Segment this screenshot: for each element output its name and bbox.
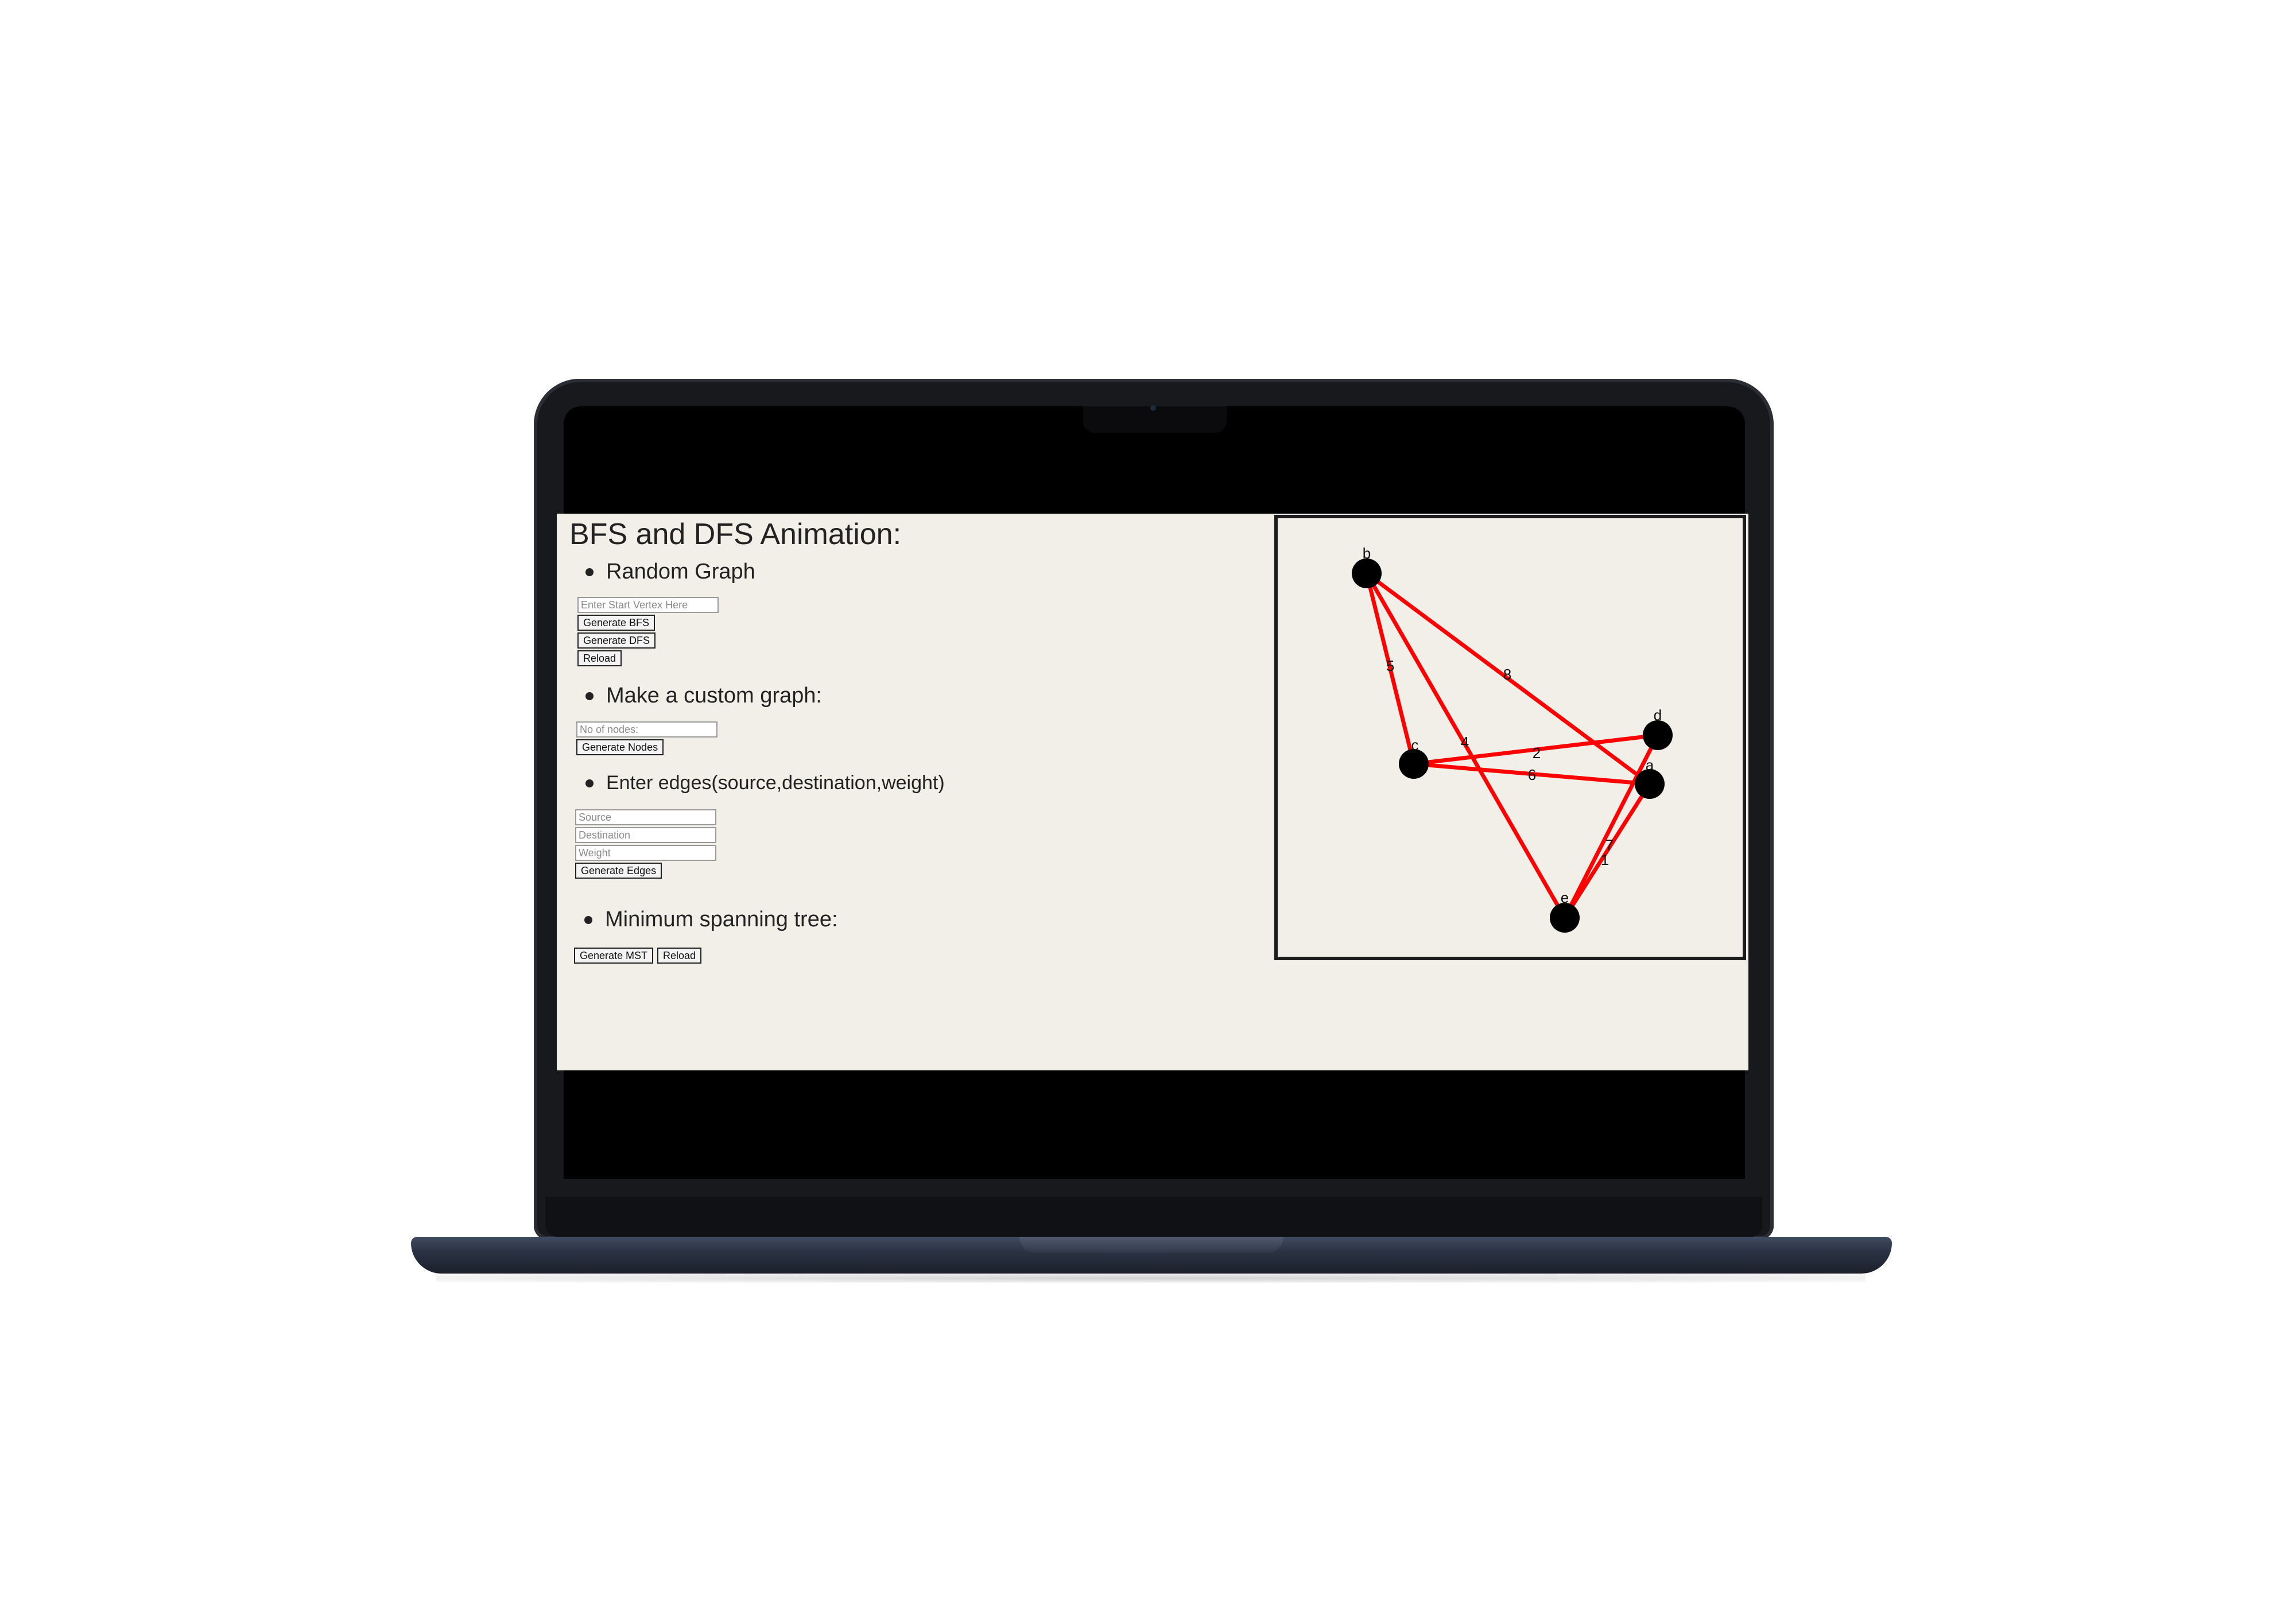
edge-destination-input[interactable] [575, 827, 716, 843]
graph-edge-d-e [1562, 733, 1660, 920]
bullet-icon [585, 692, 594, 700]
random-graph-heading-text: Random Graph [606, 560, 755, 584]
edges-heading-text: Enter edges(source,destination,weight) [606, 772, 945, 794]
edge-weight-label: 4 [1461, 733, 1469, 751]
edge-source-input[interactable] [575, 809, 716, 825]
laptop-hinge-notch [1019, 1237, 1283, 1253]
edge-weight-label: 8 [1503, 666, 1511, 683]
bullet-icon [585, 568, 594, 576]
generate-bfs-button[interactable]: Generate BFS [577, 615, 656, 631]
edge-weight-label: 7 [1605, 836, 1614, 853]
reload-random-button[interactable]: Reload [577, 650, 622, 666]
camera-icon [1150, 405, 1156, 411]
mst-heading-text: Minimum spanning tree: [605, 907, 838, 931]
bullet-icon [584, 915, 592, 924]
generate-edges-button[interactable]: Generate Edges [575, 863, 662, 879]
screen-chin [545, 1197, 1762, 1237]
edge-weight-label: 5 [1386, 657, 1394, 674]
node-label-a: a [1646, 756, 1654, 774]
laptop-shadow [436, 1274, 1865, 1283]
edges-heading: Enter edges(source,destination,weight) [585, 772, 945, 794]
graph-node-c[interactable] [1399, 749, 1429, 779]
graph-edge-a-e [1562, 782, 1652, 920]
custom-graph-heading-text: Make a custom graph: [606, 684, 822, 708]
graph-edge-c-a [1411, 762, 1652, 786]
edge-weight-label: 6 [1528, 766, 1536, 783]
generate-dfs-button[interactable]: Generate DFS [577, 632, 656, 649]
graph-node-b[interactable] [1352, 558, 1382, 588]
edge-weight-input[interactable] [575, 845, 716, 861]
graph-node-e[interactable] [1550, 903, 1580, 933]
graph-svg: 5 8 4 2 6 71 b c d a e [1352, 545, 1673, 933]
edge-weight-label: 1 [1601, 851, 1609, 868]
edge-weight-label: 2 [1533, 744, 1541, 762]
mst-heading: Minimum spanning tree: [584, 907, 838, 932]
node-count-input[interactable] [576, 721, 718, 737]
browser-viewport: BFS and DFS Animation: Random Graph Gene… [557, 514, 1748, 1070]
node-label-b: b [1363, 545, 1371, 562]
start-vertex-input[interactable] [577, 597, 719, 613]
graph-edge-b-a [1364, 571, 1652, 786]
page-title: BFS and DFS Animation: [569, 518, 902, 551]
reload-mst-button[interactable]: Reload [657, 948, 702, 964]
custom-graph-heading: Make a custom graph: [585, 684, 822, 708]
graph-edge-b-c [1364, 571, 1416, 766]
node-label-e: e [1561, 889, 1569, 906]
camera-notch [1083, 406, 1227, 433]
generate-mst-button[interactable]: Generate MST [574, 948, 654, 964]
node-label-d: d [1654, 707, 1662, 724]
generate-nodes-button[interactable]: Generate Nodes [576, 739, 664, 755]
random-graph-heading: Random Graph [585, 560, 755, 584]
graph-edge-b-e [1364, 571, 1567, 920]
graph-node-d[interactable] [1643, 720, 1673, 750]
graph-node-a[interactable] [1635, 769, 1665, 799]
bullet-icon [585, 779, 594, 787]
graph-edge-c-d [1411, 733, 1660, 766]
node-label-c: c [1411, 736, 1419, 754]
